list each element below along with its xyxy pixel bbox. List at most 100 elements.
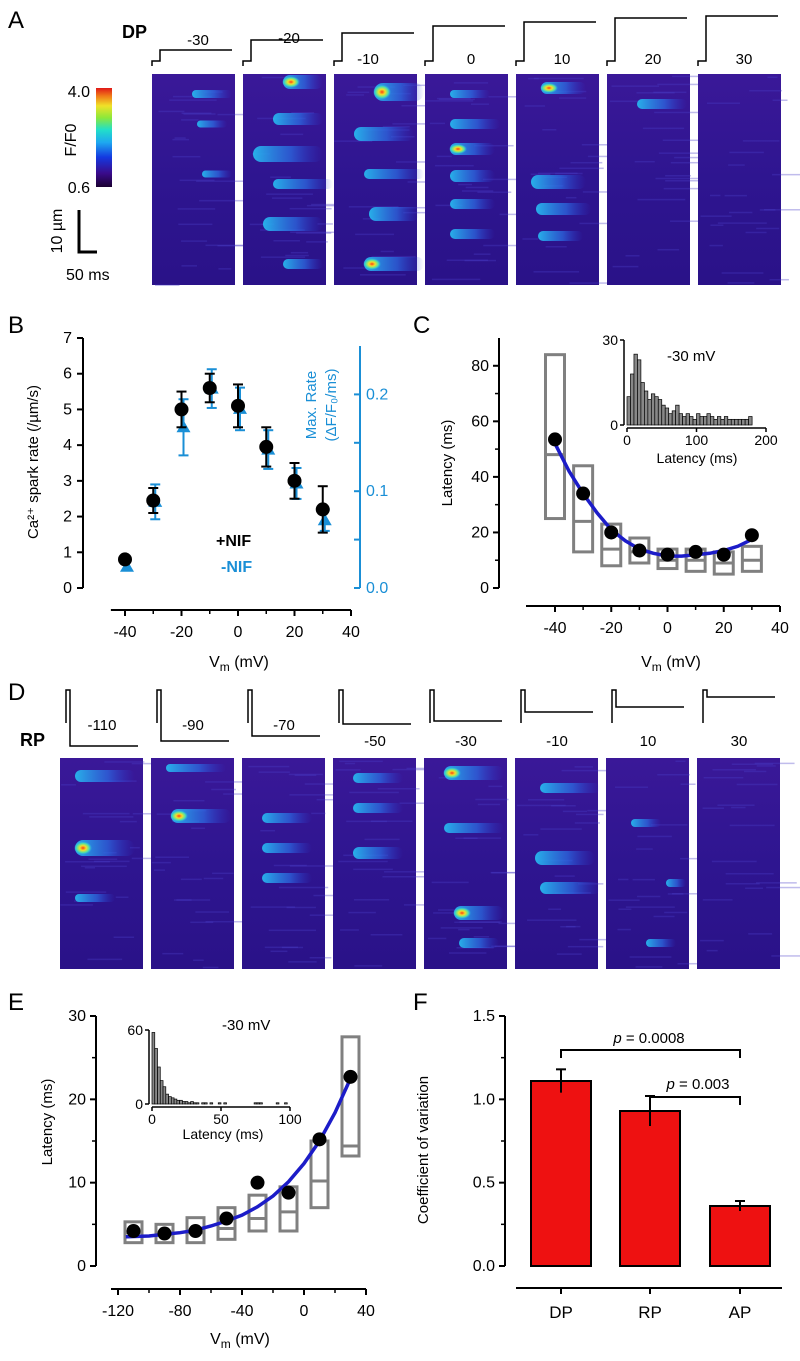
chart-e-inset-bar <box>190 1101 194 1105</box>
linescan-noise <box>637 835 672 838</box>
linescan-noise <box>380 250 394 253</box>
chart-f-x-tick-label: DP <box>549 1303 573 1322</box>
colorbar-label: F/F0 <box>63 123 80 156</box>
linescan-noise <box>766 886 800 889</box>
linescan-noise <box>548 908 562 910</box>
linescan-noise <box>629 956 672 958</box>
protocol-step-d <box>611 689 684 723</box>
chart-e: Latency (ms) Vm (mV) -30 mV Latency (ms)… <box>39 1008 375 1351</box>
chart-e-mean-point <box>157 1226 172 1241</box>
linescan-noise <box>199 199 246 202</box>
protocol-step-d <box>65 689 138 747</box>
linescan-noise <box>574 822 600 824</box>
linescan-noise <box>94 860 130 863</box>
inset-e-xlabel: Latency (ms) <box>183 1126 264 1142</box>
linescan-image <box>424 758 507 969</box>
protocol-step-a <box>242 39 323 66</box>
linescan-noise <box>317 223 333 225</box>
chart-c-inset-bar <box>671 410 676 426</box>
protocol-step-d <box>156 689 229 742</box>
chart-c-mean-point <box>744 528 759 543</box>
linescan-noise <box>250 906 296 908</box>
chart-c-xlabel-sub: m <box>652 660 662 674</box>
chart-c-inset-bar <box>744 418 749 426</box>
inset-e-label: -30 mV <box>222 1017 270 1034</box>
calcium-spark <box>253 146 323 162</box>
chart-c-inset-x-tick-label: 0 <box>623 432 631 448</box>
linescan-noise <box>84 867 96 869</box>
chart-c-inset-bar <box>682 416 687 426</box>
protocol-label-d: 10 <box>640 733 657 750</box>
linescan-noise <box>173 899 192 901</box>
linescan-noise <box>709 244 723 247</box>
chart-b-x-tick-label: 20 <box>286 624 304 641</box>
chart-b-nif-plus-point <box>202 381 217 395</box>
chart-e-inset-bar <box>170 1097 175 1105</box>
linescan-noise <box>288 773 323 776</box>
chart-e-inset-bar <box>162 1086 167 1105</box>
calcium-spark <box>353 847 403 859</box>
chart-c-inset-bar <box>741 418 746 426</box>
linescan-noise <box>702 807 725 810</box>
linescan-noise <box>371 255 416 258</box>
chart-e-xlabel-main: V <box>210 1331 221 1348</box>
linescan-noise <box>65 891 107 893</box>
linescan-noise <box>561 769 607 772</box>
linescan-noise <box>289 207 332 210</box>
linescan-noise <box>311 203 347 206</box>
protocol-step-a <box>333 32 414 66</box>
linescan-noise <box>89 816 134 818</box>
linescan-noise <box>558 97 587 99</box>
calcium-spark <box>262 843 312 853</box>
linescan-noise <box>731 763 774 766</box>
linescan-noise <box>343 267 374 269</box>
linescan-noise <box>273 864 307 867</box>
dp-label: DP <box>122 22 147 42</box>
linescan-noise <box>392 768 428 771</box>
linescan-noise <box>346 820 387 823</box>
linescan-noise <box>437 909 465 911</box>
linescan-image <box>698 74 781 285</box>
sig-label-dp-ap: p = 0.0008 <box>612 1030 684 1047</box>
linescan-noise <box>181 119 199 121</box>
linescan-noise <box>491 871 522 874</box>
linescan-noise <box>717 804 755 806</box>
sig-text-rp-ap: = 0.003 <box>679 1076 729 1093</box>
scale-bar-vertical-label: 10 µm <box>49 209 66 254</box>
linescan-noise <box>459 921 502 923</box>
chart-c-mean-point <box>660 547 675 562</box>
linescan-noise <box>743 770 767 773</box>
legend-plus-nif: +NIF <box>216 533 251 550</box>
linescan-noise <box>581 144 608 146</box>
linescan-noise <box>270 176 291 178</box>
chart-e-inset-x-tick-label: 100 <box>278 1111 302 1127</box>
linescan-noise <box>347 91 370 94</box>
chart-c-inset-bar <box>630 373 635 426</box>
scale-bar-horizontal-label: 50 ms <box>66 267 110 284</box>
chart-b-nif-plus-point <box>259 439 274 454</box>
chart-f-sig-bracket-rp-ap <box>649 1096 741 1105</box>
linescan-noise <box>289 794 334 796</box>
linescan-noise <box>115 896 129 899</box>
calcium-spark <box>353 773 403 783</box>
chart-c-inset-bar <box>650 393 656 426</box>
linescan-noise <box>291 112 315 114</box>
chart-c-inset-bar <box>661 404 666 426</box>
linescan-noise <box>551 804 576 807</box>
chart-c-box <box>600 522 623 568</box>
calcium-spark <box>197 120 227 128</box>
linescan-noise <box>403 211 444 214</box>
calcium-spark <box>166 764 226 772</box>
chart-c-ylabel: Latency (ms) <box>439 420 456 507</box>
chart-c-inset-x-tick-label: 200 <box>754 432 778 448</box>
linescan-noise <box>530 173 551 176</box>
linescan-noise <box>429 122 445 125</box>
linescan-noise <box>249 223 265 226</box>
linescan-noise <box>709 194 721 197</box>
linescan-noise <box>436 97 471 100</box>
linescan-noise <box>482 178 525 181</box>
chart-e-ylabel: Latency (ms) <box>39 1079 56 1166</box>
chart-c-inset-bar <box>706 413 711 426</box>
chart-b-y-tick-label: 6 <box>63 366 72 383</box>
